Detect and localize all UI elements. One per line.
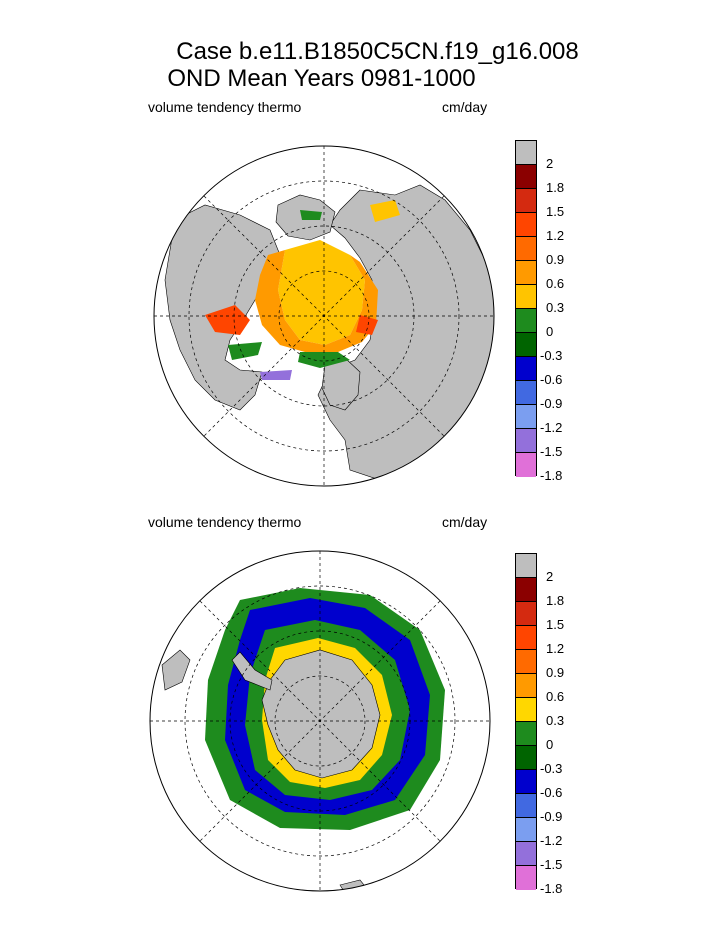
- colorbar-tick-label: 1.2: [546, 228, 565, 243]
- colorbar-tick-label: -1.2: [540, 420, 563, 435]
- plot-title-line-2: OND Mean Years 0981-1000: [167, 65, 476, 92]
- colorbar-box: [516, 746, 536, 770]
- colorbar-tick-label: -1.8: [540, 881, 563, 896]
- sea-ice-orange-margin: [255, 250, 378, 352]
- colorbar-box: [516, 141, 536, 165]
- sea-ice-green-fringe: [228, 210, 350, 368]
- colorbar-box: [516, 842, 536, 866]
- south-graticule: [150, 551, 490, 891]
- colorbar-tick-label: -1.8: [540, 468, 563, 483]
- colorbar-box: [516, 866, 536, 890]
- colorbar-box: [516, 429, 536, 453]
- colorbar-box: [516, 405, 536, 429]
- sea-ice-purple-patch: [260, 370, 292, 380]
- colorbar-tick-label: 0.3: [546, 300, 565, 315]
- north-units-label: cm/day: [442, 99, 488, 115]
- colorbar-box: [516, 554, 536, 578]
- colorbar-tick-label: 2: [546, 156, 554, 171]
- south-map-border: [149, 550, 491, 892]
- land-antarctica: [261, 649, 381, 779]
- colorbar-tick-label: 0: [546, 737, 554, 752]
- north-map-border: [153, 145, 495, 487]
- sea-ice-central: [278, 240, 365, 345]
- colorbar-box: [516, 794, 536, 818]
- north-variable-label: volume tendency thermo: [148, 99, 302, 115]
- colorbar-box: [516, 602, 536, 626]
- colorbar-tick-label: 1.8: [546, 180, 565, 195]
- south-variable-label: volume tendency thermo: [148, 514, 302, 530]
- colorbar-tick-label: -1.5: [540, 444, 563, 459]
- colorbar-box: [516, 381, 536, 405]
- colorbar-tick-label: -0.9: [540, 809, 563, 824]
- colorbar-tick-label: 1.5: [546, 204, 565, 219]
- colorbar-box: [516, 213, 536, 237]
- colorbar-box: [516, 626, 536, 650]
- colorbar-box: [516, 357, 536, 381]
- colorbar-box: [516, 333, 536, 357]
- colorbar-box: [516, 453, 536, 477]
- colorbar-box: [516, 578, 536, 602]
- colorbar-box: [516, 650, 536, 674]
- colorbar-box: [516, 722, 536, 746]
- south-polar-map: [150, 551, 490, 891]
- colorbar-tick-label: 2: [546, 569, 554, 584]
- colorbar-tick-label: -0.6: [540, 372, 563, 387]
- colorbar-tick-label: 0.6: [546, 689, 565, 704]
- colorbar-box: [516, 698, 536, 722]
- colorbar-tick-label: -0.9: [540, 396, 563, 411]
- colorbar-box: [516, 165, 536, 189]
- south-colorbar: [515, 553, 537, 890]
- colorbar-tick-label: -1.2: [540, 833, 563, 848]
- colorbar-tick-label: 0.9: [546, 252, 565, 267]
- colorbar-tick-label: 0.9: [546, 665, 565, 680]
- colorbar-tick-label: 1.5: [546, 617, 565, 632]
- colorbar-tick-label: 1.8: [546, 593, 565, 608]
- colorbar-tick-label: -0.3: [540, 348, 563, 363]
- sea-ice-red-patches: [205, 305, 378, 335]
- colorbar-box: [516, 674, 536, 698]
- land-antarctic-peninsula: [231, 651, 273, 691]
- plot-title-line-1: Case b.e11.B1850C5CN.f19_g16.008: [176, 38, 579, 65]
- colorbar-tick-label: -1.5: [540, 857, 563, 872]
- north-colorbar: [515, 140, 537, 477]
- colorbar-box: [516, 818, 536, 842]
- land-eurasia: [317, 184, 494, 481]
- colorbar-tick-label: 0: [546, 324, 554, 339]
- north-polar-map: [154, 146, 494, 486]
- colorbar-tick-label: -0.3: [540, 761, 563, 776]
- colorbar-tick-label: 0.6: [546, 276, 565, 291]
- colorbar-box: [516, 309, 536, 333]
- south-units-label: cm/day: [442, 514, 488, 530]
- colorbar-tick-label: 1.2: [546, 641, 565, 656]
- colorbar-box: [516, 770, 536, 794]
- land-south-america: [161, 649, 191, 691]
- colorbar-tick-label: 0.3: [546, 713, 565, 728]
- colorbar-box: [516, 285, 536, 309]
- colorbar-tick-label: -0.6: [540, 785, 563, 800]
- sea-ice-yellow-strip: [370, 200, 400, 222]
- colorbar-box: [516, 261, 536, 285]
- colorbar-box: [516, 189, 536, 213]
- north-graticule: [154, 146, 494, 486]
- colorbar-box: [516, 237, 536, 261]
- land-north-america: [164, 204, 281, 411]
